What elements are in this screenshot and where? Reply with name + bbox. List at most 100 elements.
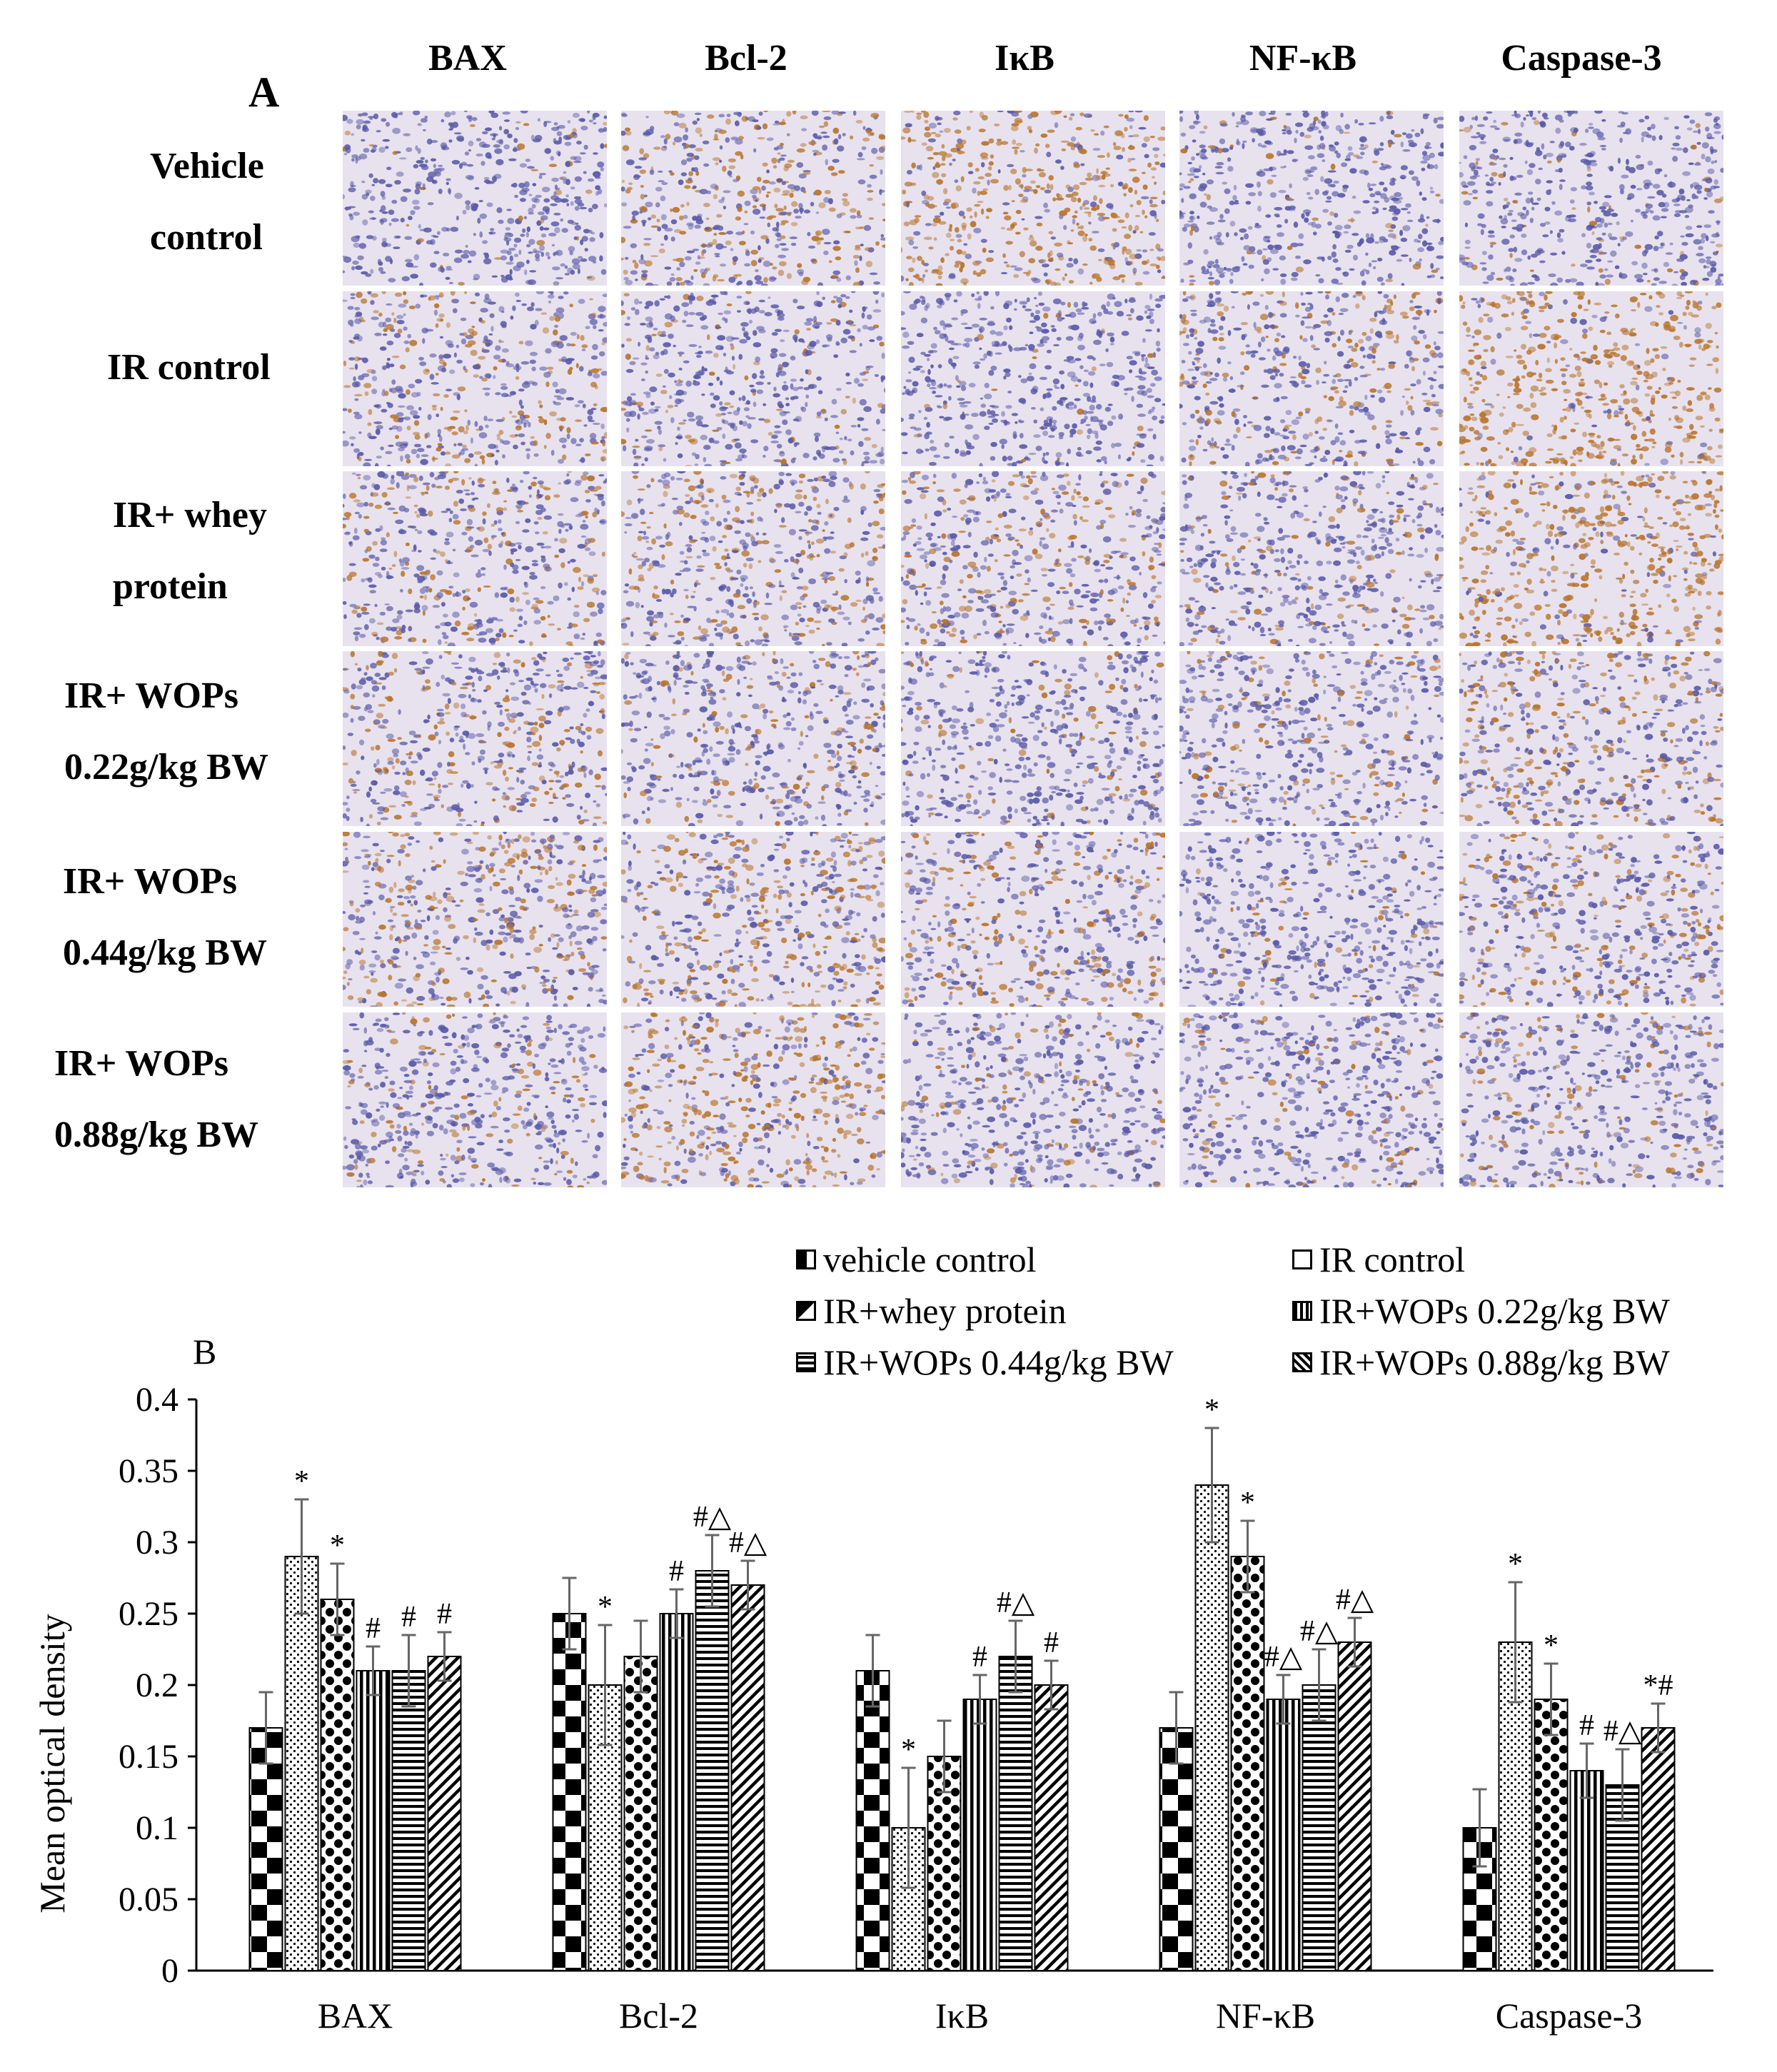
significance-mark: # [669, 1555, 684, 1588]
bar-chart: B Mean optical density 0 0.05 0.1 0.15 0.2 0.… [32, 1332, 1713, 2036]
micrograph-image [343, 471, 607, 646]
row-label-line1: IR control [107, 347, 271, 388]
row-label-line1: IR+ WOPs [54, 1043, 228, 1084]
row-label-line2: 0.88g/kg BW [54, 1115, 259, 1155]
row-label-wops-088: IR+ WOPs 0.88g/kg BW [54, 1028, 340, 1171]
micrograph-image [1459, 111, 1723, 286]
micrograph-image [901, 471, 1165, 646]
y-tick-label: 0.15 [119, 1738, 178, 1776]
micrograph-image [1179, 471, 1444, 646]
micrograph-image [901, 111, 1165, 286]
y-tick-label: 0.3 [136, 1524, 178, 1561]
y-tick-label: 0.05 [119, 1881, 178, 1918]
significance-mark: * [1508, 1548, 1523, 1581]
micrograph-image [343, 832, 607, 1007]
bar [998, 1656, 1033, 1971]
significance-mark: #△ [1604, 1715, 1642, 1748]
bar [1230, 1556, 1265, 1971]
significance-mark: * [598, 1591, 613, 1624]
legend-item-wops-022: IR+WOPs 0.22g/kg BW [1292, 1290, 1670, 1332]
bar [552, 1613, 587, 1971]
column-header-caspase3: Caspase-3 [1501, 38, 1662, 79]
micrograph-image [343, 111, 607, 286]
micrograph-image [621, 832, 885, 1007]
significance-mark: # [401, 1601, 416, 1634]
micrograph-image [1459, 1012, 1723, 1187]
legend-label: IR+WOPs 0.22g/kg BW [1319, 1291, 1670, 1331]
bar [623, 1656, 658, 1971]
row-label-line1: IR+ WOPs [63, 861, 237, 902]
legend-swatch [1292, 1249, 1312, 1269]
panel-b-letter: B [193, 1332, 216, 1372]
bar [1641, 1727, 1676, 1971]
bar [1569, 1770, 1604, 1971]
significance-mark: #△ [729, 1527, 767, 1559]
bar [1266, 1699, 1301, 1971]
micrograph-image [1179, 291, 1444, 466]
x-tick-label: Caspase-3 [1496, 1996, 1643, 2036]
row-label-line1: IR+ whey [113, 495, 267, 535]
significance-mark: # [972, 1641, 987, 1674]
row-label-vehicle-control: Vehicle control [150, 131, 436, 273]
legend-item-vehicle-control: vehicle control [796, 1239, 1037, 1280]
y-tick-label: 0.1 [136, 1809, 178, 1847]
bar [659, 1613, 694, 1971]
significance-mark: #△ [1336, 1584, 1374, 1616]
significance-mark: #△ [1300, 1615, 1339, 1648]
legend-item-wops-088: IR+WOPs 0.88g/kg BW [1292, 1342, 1670, 1383]
micrograph-image [901, 651, 1165, 826]
micrograph-image [1459, 651, 1723, 826]
bar [356, 1670, 391, 1971]
micrograph-image [1459, 291, 1723, 466]
legend-swatch [1292, 1352, 1312, 1372]
row-label-line2: 0.22g/kg BW [64, 747, 269, 788]
row-label-line1: IR+ WOPs [64, 675, 238, 716]
bar [1159, 1727, 1194, 1971]
legend-swatch [796, 1301, 816, 1321]
y-tick-label: 0.35 [119, 1452, 178, 1490]
micrograph-image [621, 291, 885, 466]
legend-label: IR+WOPs 0.88g/kg BW [1319, 1342, 1670, 1382]
x-tick-label: IκB [935, 1996, 989, 2036]
significance-mark: #△ [997, 1586, 1035, 1619]
y-tick-label: 0.2 [136, 1666, 178, 1704]
legend-label: IR+whey protein [823, 1291, 1067, 1331]
significance-mark: # [437, 1598, 452, 1631]
micrograph-image [1179, 1012, 1444, 1187]
row-label-line2: 0.44g/kg BW [63, 932, 268, 973]
column-header-bax: BAX [428, 38, 507, 79]
y-tick-label: 0.4 [136, 1381, 178, 1419]
micrograph-image [1179, 832, 1444, 1007]
row-label-wops-022: IR+ WOPs 0.22g/kg BW [64, 660, 350, 803]
micrograph-image [1179, 111, 1444, 286]
y-axis-label: Mean optical density [32, 1614, 72, 1913]
significance-mark: #△ [693, 1501, 732, 1534]
micrograph-image [621, 1012, 885, 1187]
legend-swatch [796, 1352, 816, 1372]
micrograph-image [1459, 832, 1723, 1007]
legend-item-ir-whey: IR+whey protein [796, 1290, 1067, 1332]
bar [962, 1699, 997, 1971]
bar [1337, 1641, 1372, 1971]
legend-swatch [796, 1249, 816, 1269]
bar [248, 1727, 283, 1971]
x-tick-label: NF-κB [1216, 1996, 1315, 2036]
column-header-nfkb: NF-κB [1249, 38, 1357, 79]
micrograph-image [621, 651, 885, 826]
significance-mark: * [294, 1465, 309, 1498]
bar [1194, 1484, 1229, 1971]
row-label-ir-control: IR control [107, 332, 393, 403]
micrograph-image [1459, 471, 1723, 646]
legend-label: IR+WOPs 0.44g/kg BW [823, 1342, 1174, 1382]
micrograph-image [343, 1012, 607, 1187]
micrograph-image [343, 651, 607, 826]
column-header-bcl2: Bcl-2 [705, 38, 787, 79]
x-tick-label: BAX [318, 1996, 393, 2036]
significance-mark: # [1579, 1709, 1594, 1742]
bar [284, 1556, 319, 1971]
legend-label: vehicle control [823, 1239, 1037, 1279]
bar [1302, 1684, 1336, 1971]
legend-item-ir-control: IR control [1292, 1239, 1465, 1280]
bar [320, 1599, 355, 1971]
significance-mark: # [1044, 1626, 1059, 1659]
